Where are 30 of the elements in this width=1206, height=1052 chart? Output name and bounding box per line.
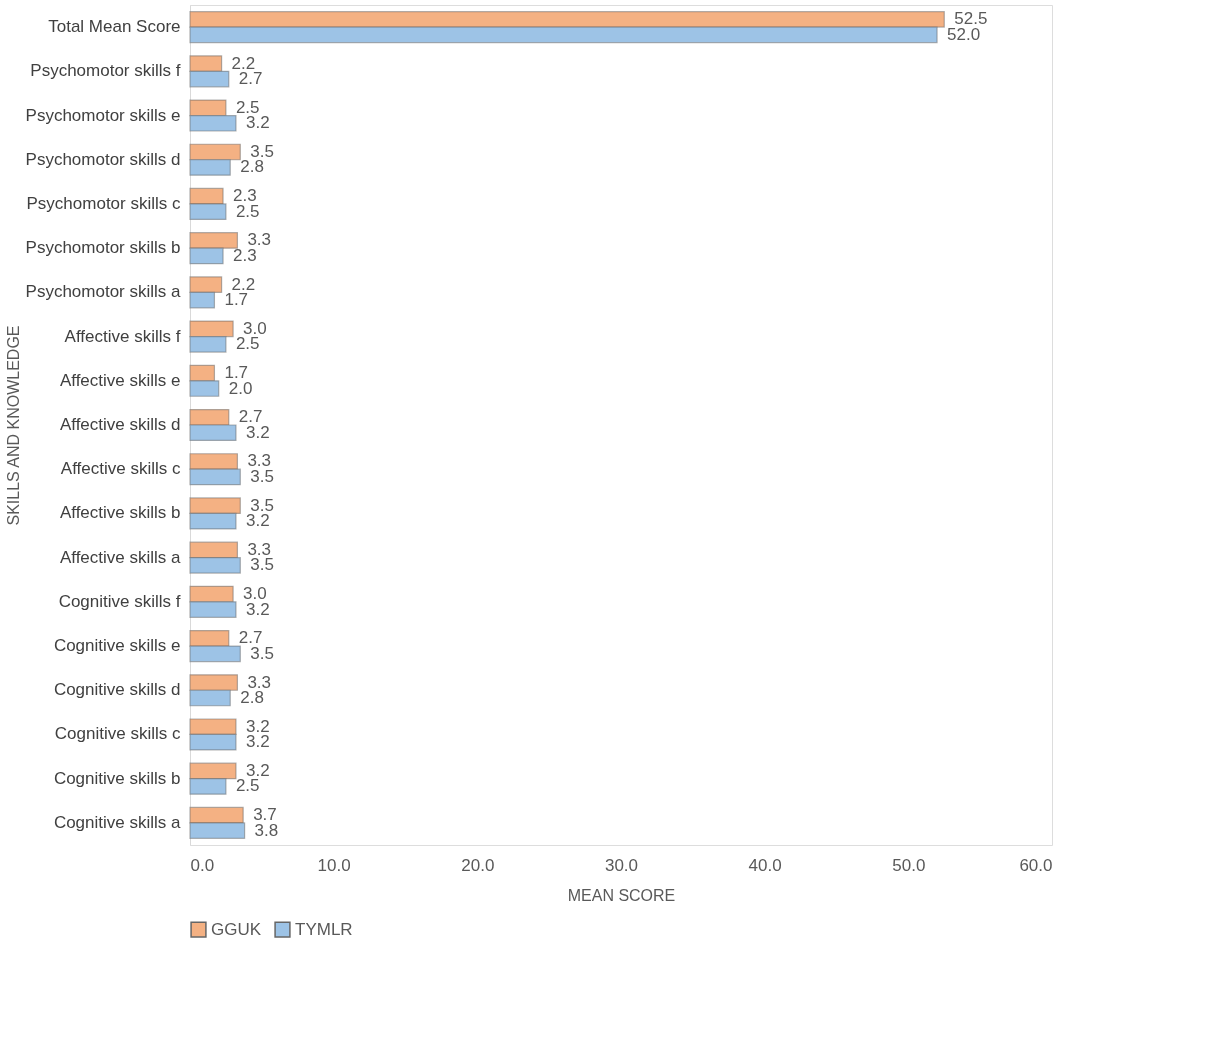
y-tick-label: Cognitive skills a (53, 812, 182, 832)
y-tick-label: Affective skills f (64, 326, 181, 346)
x-tick-label: 50.0 (892, 855, 926, 875)
x-tick-label: 20.0 (461, 855, 495, 875)
y-tick-label: Psychomotor skills c (26, 193, 181, 213)
y-tick-label: Cognitive skills b (53, 768, 181, 788)
y-tick-label: Psychomotor skills a (25, 282, 182, 302)
legend-label: TYMLR (295, 919, 353, 939)
x-tick-label: 40.0 (748, 855, 782, 875)
y-tick-label: Cognitive skills f (58, 591, 181, 611)
legend-label: GGUK (211, 919, 262, 939)
x-tick-label: 60.0 (1019, 855, 1053, 875)
y-tick-label: Affective skills d (59, 415, 181, 434)
y-tick-label: Cognitive skills d (53, 680, 181, 700)
y-tick-label: Affective skills c (60, 459, 181, 479)
y-tick-label: Affective skills e (59, 370, 181, 390)
y-tick-label: Psychomotor skills b (25, 238, 181, 258)
y-tick-label: Affective skills b (59, 503, 181, 523)
x-axis-title: MEAN SCORE (567, 886, 676, 904)
x-tick-label: 10.0 (317, 855, 351, 875)
y-axis-title: SKILLS AND KNOWLEDGE (4, 325, 22, 526)
y-tick-label: Total Mean Score (48, 17, 181, 37)
y-tick-label: Cognitive skills c (54, 724, 181, 744)
y-tick-label: Cognitive skills e (53, 636, 181, 656)
x-tick-label: 30.0 (604, 855, 639, 875)
y-tick-label: Affective skills a (59, 547, 182, 567)
x-tick-label: 0.0 (190, 855, 215, 875)
y-tick-label: Psychomotor skills e (25, 105, 181, 125)
y-tick-label: Psychomotor skills d (25, 149, 181, 169)
y-tick-label: Psychomotor skills f (30, 61, 181, 81)
